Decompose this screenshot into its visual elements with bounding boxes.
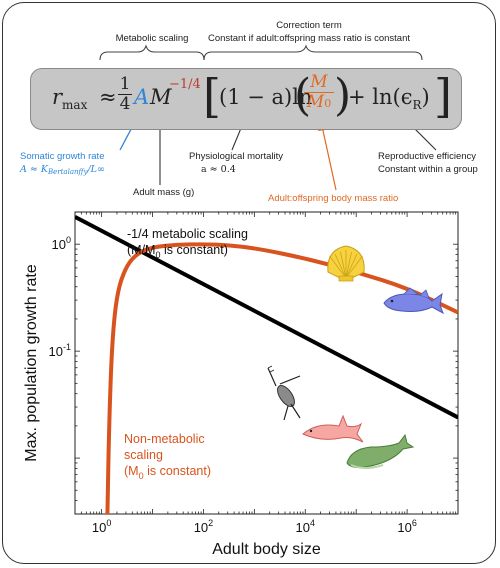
y-tick-label: 10-1 — [49, 342, 71, 359]
whale-icon — [346, 433, 415, 469]
mortality-title: Physiological mortality — [189, 151, 283, 162]
fraction-one-quarter: 1 4 — [118, 74, 132, 114]
equation-plus-ln: + ln(ϵR) — [348, 85, 430, 112]
y-axis-label: Max. population growth rate — [23, 264, 40, 462]
x-tick-label: 104 — [296, 518, 315, 535]
mass-ratio-fraction: M M0 — [304, 72, 334, 113]
series-line-non_metabolic — [105, 242, 458, 514]
non-metabolic-label-line2: scaling — [124, 448, 163, 462]
non-metabolic-label-line1: Non-metabolic — [124, 432, 205, 446]
cod-fish-icon — [383, 287, 444, 315]
right-bracket: ] — [434, 69, 452, 123]
mass-ratio-label: Adult:offspring body mass ratio — [268, 193, 399, 204]
mortality-value: a ≈ 0.4 — [201, 164, 236, 175]
figure-frame — [2, 2, 496, 564]
x-axis-label: Adult body size — [212, 541, 321, 558]
equation-approx: ≈ — [99, 85, 117, 109]
metabolic-label-line2: (M/M0 is constant) — [127, 243, 228, 260]
repro-efficiency-title: Reproductive efficiency — [378, 151, 477, 162]
equation-box — [30, 68, 462, 130]
ratio-open-paren: ( — [294, 70, 312, 121]
x-tick-label: 100 — [92, 518, 111, 535]
series-line-metabolic — [75, 215, 458, 420]
equation-A: A — [134, 85, 150, 109]
adult-mass-label: Adult mass (g) — [133, 187, 195, 198]
copepod-icon — [267, 365, 301, 421]
correction-term-subtitle: Constant if adult:offspring mass ratio i… — [207, 33, 411, 44]
left-bracket: [ — [203, 69, 221, 123]
shark-icon — [302, 414, 364, 443]
plot-frame — [74, 211, 459, 515]
shell-icon — [327, 245, 365, 282]
equation-exponent: −1/4 — [169, 77, 201, 92]
ratio-arrow — [321, 125, 337, 191]
metabolic-brace — [99, 44, 205, 61]
equation-M: M — [150, 85, 172, 109]
x-tick-label: 106 — [397, 518, 416, 535]
equation-lhs: rmax — [52, 85, 88, 112]
ratio-close-paren: ) — [334, 70, 352, 121]
somatic-growth-formula: A ≈ KBertalanffy/L∞ — [20, 164, 105, 176]
equation-one-minus-a: (1 − a)ln — [219, 85, 313, 109]
non-metabolic-label-line3: (M0 is constant) — [124, 464, 211, 481]
metabolic-scaling-label: Metabolic scaling — [115, 33, 189, 44]
x-tick-label: 102 — [194, 518, 213, 535]
repro-efficiency-sub: Constant within a group — [378, 164, 478, 175]
somatic-growth-title: Somatic growth rate — [20, 151, 105, 162]
y-tick-label: 100 — [52, 235, 71, 252]
correction-term-title: Correction term — [276, 20, 342, 31]
correction-brace — [203, 44, 423, 61]
metabolic-label-line1: -1/4 metabolic scaling — [127, 227, 248, 241]
